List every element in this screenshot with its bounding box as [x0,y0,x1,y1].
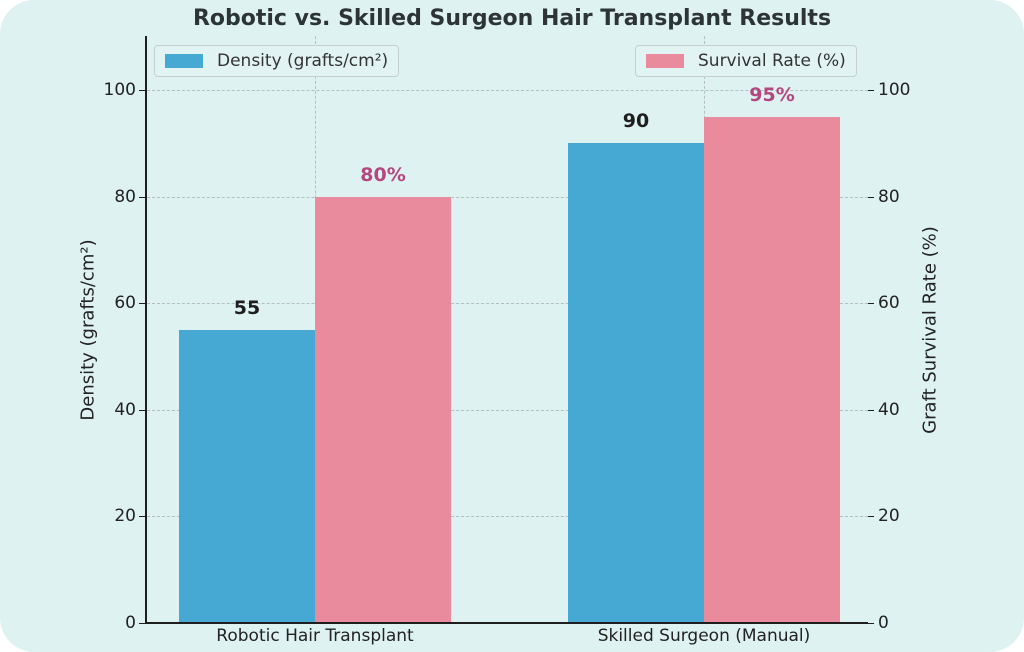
chart-title: Robotic vs. Skilled Surgeon Hair Transpl… [192,6,832,31]
left-y-tick [139,196,145,198]
bar-survival [315,196,451,623]
legend-swatch-survival [646,54,684,68]
x-tick-label: Robotic Hair Transplant [216,626,414,646]
left-y-tick-label: 60 [114,293,136,314]
right-y-tick-label: 80 [878,186,900,207]
right-y-axis-label: Graft Survival Rate (%) [919,226,941,434]
legend-survival: Survival Rate (%) [635,45,857,77]
left-y-tick [139,516,145,518]
horizontal-gridline [147,516,868,518]
left-y-tick-label: 20 [114,506,136,527]
left-y-tick-label: 80 [114,186,136,207]
value-label-survival: 95% [749,83,795,106]
horizontal-gridline [147,196,868,198]
value-label-survival: 80% [360,163,406,186]
legend-density: Density (grafts/cm²) [154,45,400,77]
bar-survival [704,116,840,623]
horizontal-gridline [147,409,868,411]
right-y-tick [868,303,874,305]
left-y-tick-label: 0 [125,613,136,633]
bar-density [179,329,315,623]
right-y-tick-label: 100 [878,80,911,100]
right-y-tick-label: 20 [878,506,900,527]
left-y-tick-label: 100 [103,80,136,100]
horizontal-gridline [147,90,868,91]
left-y-tick [139,623,145,624]
left-y-tick [139,303,145,305]
left-y-tick [139,409,145,411]
right-y-tick-label: 40 [878,399,900,420]
right-y-tick [868,196,874,198]
legend-label-survival: Survival Rate (%) [698,51,846,71]
x-axis-line [145,622,868,624]
right-y-tick-label: 0 [878,613,889,633]
right-y-tick [868,623,874,624]
left-y-tick-label: 40 [114,399,136,420]
bar-density [568,143,704,623]
x-tick-label: Skilled Surgeon (Manual) [597,626,811,646]
legend-label-density: Density (grafts/cm²) [217,51,389,71]
right-y-tick-label: 60 [878,293,900,314]
value-label-density: 90 [622,110,650,133]
legend-swatch-density [165,54,203,68]
left-y-tick [139,90,145,91]
right-y-tick [868,90,874,91]
horizontal-gridline [147,303,868,305]
value-label-density: 55 [233,296,261,319]
left-y-axis-label: Density (grafts/cm²) [77,239,99,421]
left-axis-line [145,36,147,624]
right-y-tick [868,409,874,411]
right-y-tick [868,516,874,518]
